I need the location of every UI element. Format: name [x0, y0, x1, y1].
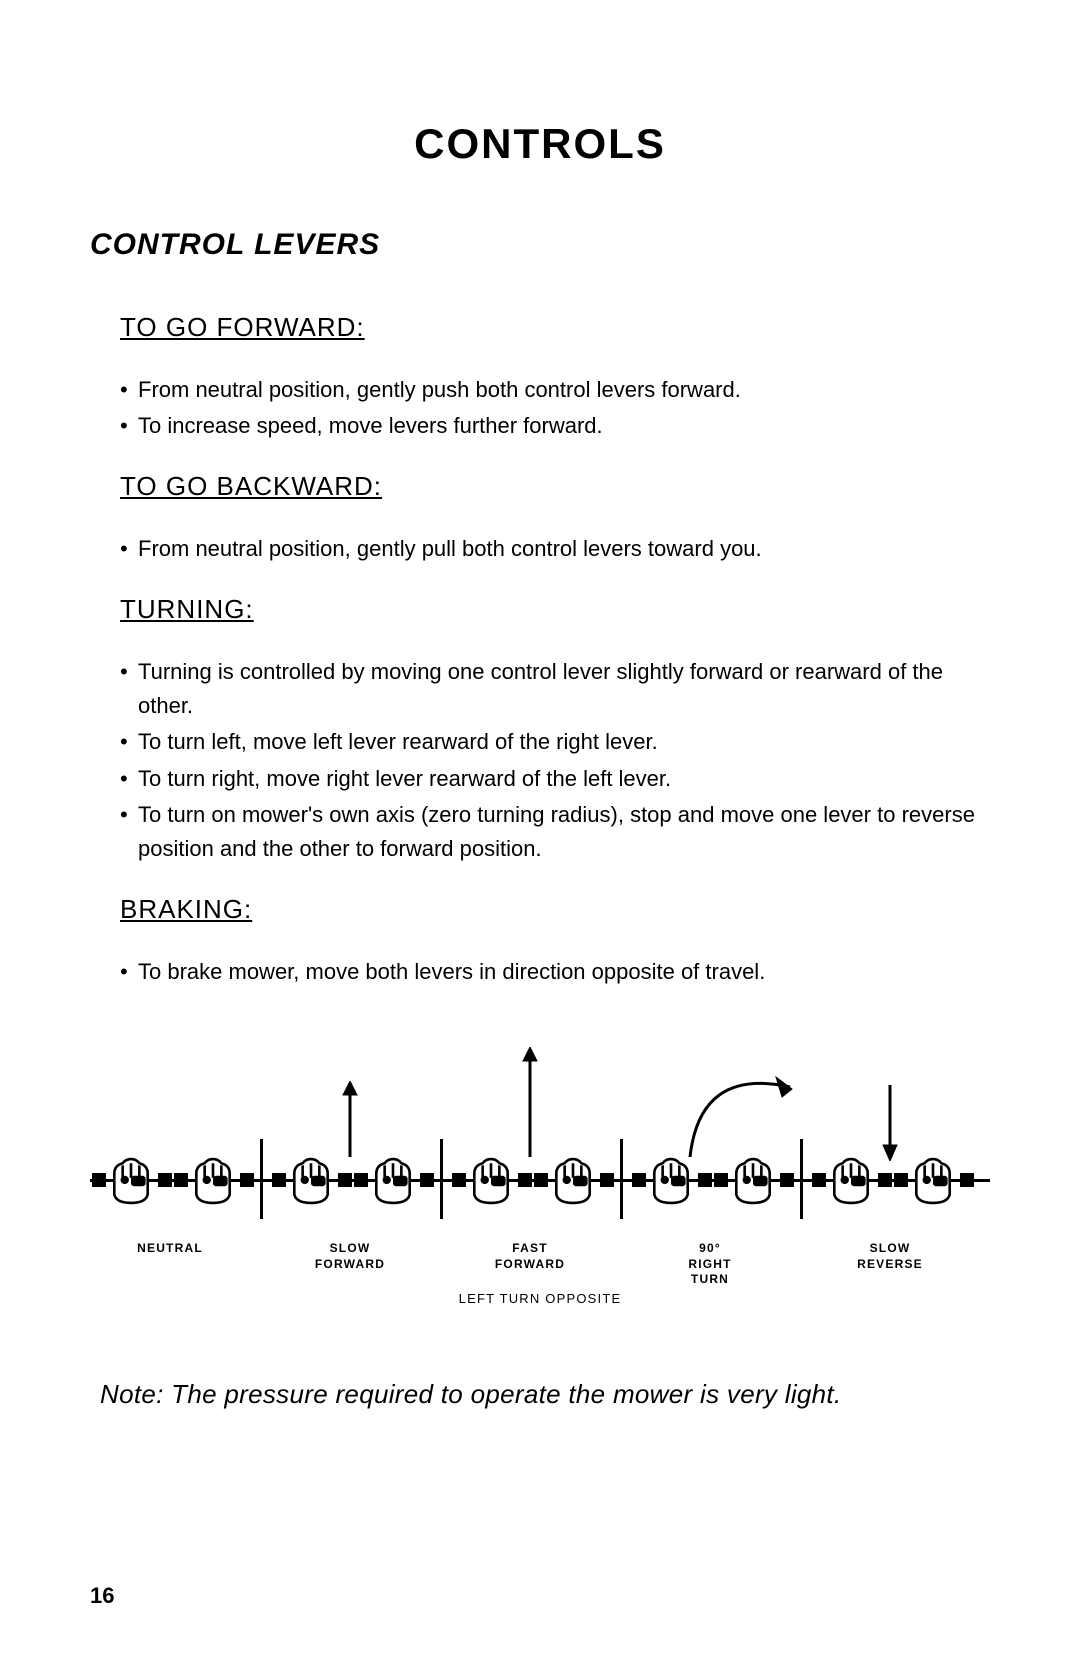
- diagram-label: SLOWREVERSE: [810, 1241, 970, 1272]
- arrow-down-icon: [880, 1081, 900, 1161]
- lever-bar-icon: [780, 1173, 794, 1187]
- fist-icon: [908, 1157, 958, 1205]
- fist-icon: [188, 1157, 238, 1205]
- fist-icon: [728, 1157, 778, 1205]
- lever-bar-icon: [518, 1173, 532, 1187]
- fist-icon: [286, 1157, 336, 1205]
- page-number: 16: [90, 1583, 114, 1609]
- bullet-item: Turning is controlled by moving one cont…: [120, 655, 990, 723]
- lever-bar-icon: [534, 1173, 548, 1187]
- lever-bar-icon: [698, 1173, 712, 1187]
- lever-bar-icon: [452, 1173, 466, 1187]
- lever-bar-icon: [894, 1173, 908, 1187]
- section-braking: BRAKING: To brake mower, move both lever…: [90, 894, 990, 989]
- lever-bar-icon: [878, 1173, 892, 1187]
- page-title: CONTROLS: [90, 120, 990, 168]
- bullet-item: To turn right, move right lever rearward…: [120, 762, 990, 796]
- lever-bar-icon: [812, 1173, 826, 1187]
- bullet-item: To increase speed, move levers further f…: [120, 409, 990, 443]
- lever-bar-icon: [714, 1173, 728, 1187]
- lever-bar-icon: [240, 1173, 254, 1187]
- heading-forward: TO GO FORWARD:: [120, 312, 990, 343]
- lever-bar-icon: [600, 1173, 614, 1187]
- lever-bar-icon: [960, 1173, 974, 1187]
- lever-bar-icon: [420, 1173, 434, 1187]
- lever-bar-icon: [272, 1173, 286, 1187]
- bullet-item: To turn on mower's own axis (zero turnin…: [120, 798, 990, 866]
- arrow-up-icon: [340, 1081, 360, 1161]
- diagram-separator: [440, 1139, 443, 1219]
- diagram-label: SLOWFORWARD: [270, 1241, 430, 1272]
- fist-icon: [106, 1157, 156, 1205]
- lever-bar-icon: [158, 1173, 172, 1187]
- heading-braking: BRAKING:: [120, 894, 990, 925]
- diagram-label: FASTFORWARD: [450, 1241, 610, 1272]
- arrow-up-icon: [520, 1047, 540, 1161]
- diagram-label: NEUTRAL: [90, 1241, 250, 1257]
- fist-icon: [826, 1157, 876, 1205]
- arrow-curve-icon: [660, 1049, 800, 1164]
- diagram-separator: [260, 1139, 263, 1219]
- bullet-item: To turn left, move left lever rearward o…: [120, 725, 990, 759]
- heading-backward: TO GO BACKWARD:: [120, 471, 990, 502]
- fist-icon: [646, 1157, 696, 1205]
- bullet-item: From neutral position, gently push both …: [120, 373, 990, 407]
- note-text: Note: The pressure required to operate t…: [100, 1379, 990, 1410]
- fist-icon: [368, 1157, 418, 1205]
- lever-bar-icon: [632, 1173, 646, 1187]
- lever-bar-icon: [354, 1173, 368, 1187]
- heading-turning: TURNING:: [120, 594, 990, 625]
- diagram-separator: [620, 1139, 623, 1219]
- fist-icon: [466, 1157, 516, 1205]
- lever-bar-icon: [174, 1173, 188, 1187]
- diagram-label: 90°RIGHTTURN: [630, 1241, 790, 1288]
- bullet-item: From neutral position, gently pull both …: [120, 532, 990, 566]
- lever-bar-icon: [338, 1173, 352, 1187]
- section-turning: TURNING: Turning is controlled by moving…: [90, 594, 990, 866]
- section-backward: TO GO BACKWARD: From neutral position, g…: [90, 471, 990, 566]
- section-forward: TO GO FORWARD: From neutral position, ge…: [90, 312, 990, 443]
- section-title: CONTROL LEVERS: [90, 228, 990, 262]
- bullet-item: To brake mower, move both levers in dire…: [120, 955, 990, 989]
- fist-icon: [548, 1157, 598, 1205]
- lever-diagram: NEUTRAL SLOWFORWARD: [90, 1049, 990, 1339]
- diagram-below-label: LEFT TURN OPPOSITE: [90, 1291, 990, 1306]
- lever-bar-icon: [92, 1173, 106, 1187]
- diagram-separator: [800, 1139, 803, 1219]
